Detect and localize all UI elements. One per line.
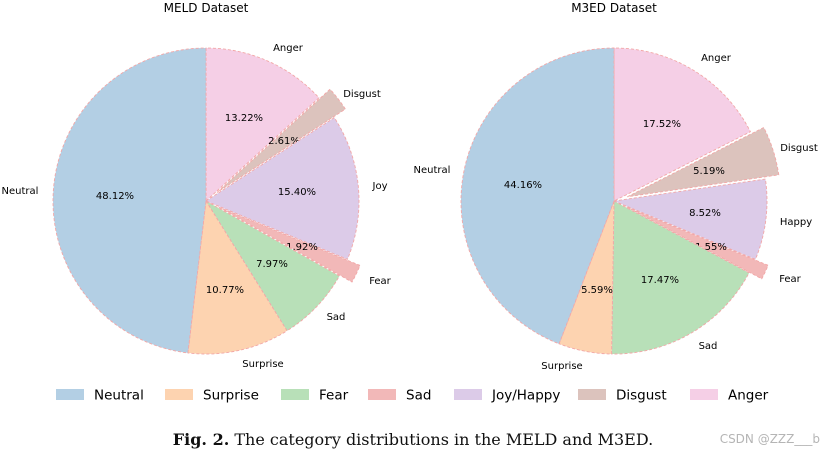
slice-label-disgust: Disgust — [780, 143, 818, 154]
slice-percent-fear: 1.92% — [286, 242, 318, 253]
slice-label-disgust: Disgust — [343, 89, 381, 100]
legend-label-surprise: Surprise — [203, 388, 259, 404]
legend-label-joy-happy: Joy/Happy — [491, 388, 560, 404]
caption-prefix: Fig. 2. — [172, 430, 230, 449]
legend-swatch-joy-happy — [454, 389, 482, 400]
pie-slice-anger — [613, 47, 752, 202]
caption-text: The category distributions in the MELD a… — [234, 430, 654, 449]
pie-slice-fear — [626, 206, 769, 280]
legend-label-sad: Sad — [406, 388, 431, 404]
pie-slice-sad — [611, 200, 750, 355]
legend-swatch-fear — [281, 389, 309, 400]
slice-label-fear: Fear — [369, 276, 391, 287]
m3ed-pie-chart: M3ED Dataset Anger 17.52% Disgust 5.19% Happy… — [414, 1, 818, 372]
pie-slice-neutral — [52, 47, 207, 354]
pie-slice-sad — [205, 200, 341, 332]
slice-percent-joy: 15.40% — [278, 187, 316, 198]
chart-title: M3ED Dataset — [571, 1, 657, 15]
watermark: CSDN @ZZZ___b — [719, 432, 820, 446]
pie-slice-fear — [218, 206, 361, 283]
slice-percent-anger: 17.52% — [643, 119, 681, 130]
slice-label-sad: Sad — [327, 312, 346, 323]
pie-slice-surprise — [558, 200, 615, 355]
legend-label-anger: Anger — [728, 388, 769, 404]
chart-title: MELD Dataset — [164, 1, 249, 15]
slice-percent-neutral: 48.12% — [96, 191, 134, 202]
slice-percent-happy: 8.52% — [689, 208, 721, 219]
legend-label-fear: Fear — [319, 388, 349, 404]
slice-label-happy: Happy — [780, 217, 812, 228]
figure-caption: Fig. 2. The category distributions in th… — [0, 430, 826, 449]
legend-swatch-sad — [368, 389, 396, 400]
slice-label-neutral: Neutral — [2, 186, 39, 197]
slice-label-anger: Anger — [273, 43, 304, 54]
legend: Neutral Surprise Fear Sad Joy/Happy Disgust An… — [56, 388, 769, 404]
slice-percent-surprise: 5.59% — [581, 285, 613, 296]
slice-label-surprise: Surprise — [541, 361, 582, 372]
legend-swatch-neutral — [56, 389, 84, 400]
meld-pie-chart: MELD Dataset Anger 13.22% Disgust 2.61% Joy 15… — [2, 1, 392, 370]
pie-slice-neutral — [460, 47, 615, 345]
pie-slice-surprise — [187, 199, 288, 355]
slice-percent-neutral: 44.16% — [504, 180, 542, 191]
pie-slice-disgust — [216, 88, 346, 193]
slice-label-neutral: Neutral — [414, 165, 451, 176]
slice-label-fear: Fear — [779, 274, 801, 285]
legend-label-disgust: Disgust — [616, 388, 667, 404]
slice-percent-disgust: 2.61% — [268, 136, 300, 147]
slice-label-surprise: Surprise — [242, 359, 283, 370]
slice-percent-sad: 17.47% — [641, 275, 679, 286]
slice-label-joy: Joy — [372, 181, 388, 192]
legend-swatch-disgust — [578, 389, 606, 400]
pie-slice-happy — [612, 178, 768, 260]
slice-percent-anger: 13.22% — [225, 113, 263, 124]
slice-percent-fear: 1.55% — [695, 242, 727, 253]
pie-slice-anger — [205, 47, 320, 203]
slice-percent-sad: 7.97% — [256, 259, 288, 270]
legend-swatch-surprise — [165, 389, 193, 400]
slice-percent-surprise: 10.77% — [206, 285, 244, 296]
pie-slice-disgust — [627, 126, 780, 198]
slice-label-anger: Anger — [701, 53, 732, 64]
slice-percent-disgust: 5.19% — [693, 166, 725, 177]
legend-label-neutral: Neutral — [94, 388, 144, 404]
legend-swatch-anger — [690, 389, 718, 400]
pie-slice-joy — [205, 117, 360, 260]
slice-label-sad: Sad — [699, 341, 718, 352]
